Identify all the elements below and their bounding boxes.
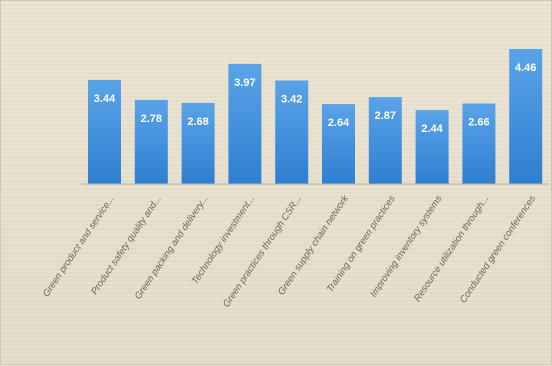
data-label-2: 2.78 <box>141 113 162 125</box>
data-label-8: 2.44 <box>421 123 443 135</box>
data-label-4: 3.97 <box>234 77 255 89</box>
data-label-6: 2.64 <box>328 117 350 129</box>
data-label-1: 3.44 <box>94 93 116 105</box>
bar-4 <box>228 63 262 185</box>
bar-6 <box>322 104 355 184</box>
bar-9 <box>462 103 496 184</box>
bar-7 <box>368 97 402 184</box>
bar-1 <box>88 79 121 184</box>
data-label-7: 2.87 <box>375 110 396 122</box>
data-label-10: 4.46 <box>515 62 536 74</box>
data-label-3: 2.68 <box>187 116 208 128</box>
bar-10 <box>509 49 543 184</box>
bar-8 <box>415 110 449 184</box>
data-label-9: 2.66 <box>468 116 489 128</box>
bar-5 <box>275 80 309 184</box>
data-label-5: 3.42 <box>281 93 302 105</box>
bar-2 <box>134 99 168 184</box>
category-label-5: Green practices through CSR... <box>221 194 304 310</box>
bar-3 <box>181 102 215 184</box>
